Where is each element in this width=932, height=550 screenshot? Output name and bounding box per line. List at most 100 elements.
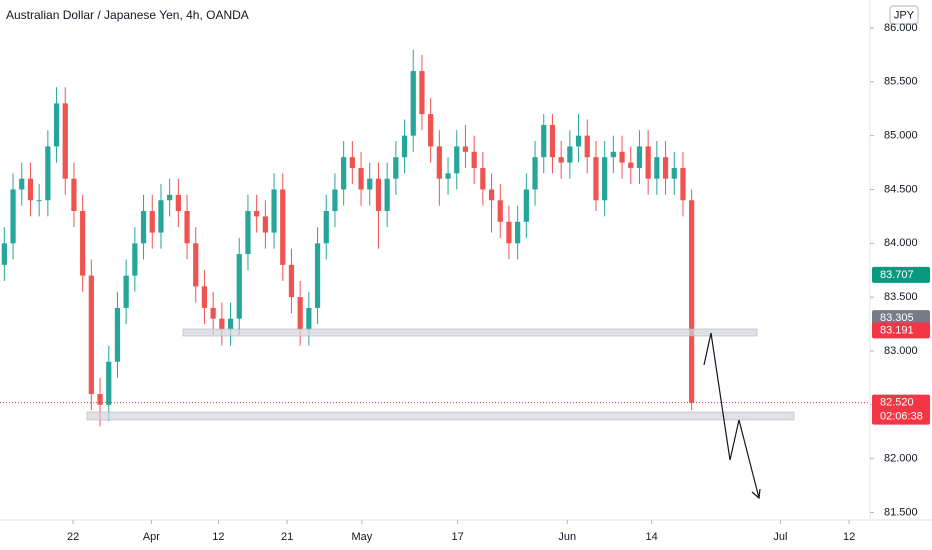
candle-body	[384, 178, 390, 212]
candle-body	[80, 211, 86, 276]
candle-body	[123, 275, 129, 308]
candle-body	[515, 221, 521, 244]
countdown-label: 02:06:38	[880, 411, 923, 423]
candle-body	[62, 103, 68, 179]
candle-body	[419, 71, 425, 115]
y-tick-label: 83.000	[884, 345, 918, 357]
x-tick-label: 22	[67, 531, 79, 543]
candle-body	[654, 157, 660, 179]
price-tag-label: 83.191	[880, 324, 914, 336]
x-tick-label: 12	[212, 531, 224, 543]
candle-body	[1, 243, 7, 265]
price-tag	[872, 266, 930, 283]
chart-title: Australian Dollar / Japanese Yen, 4h, OA…	[6, 8, 249, 22]
candle-body	[393, 157, 399, 179]
candle-body	[210, 307, 216, 319]
candle-body	[332, 189, 338, 212]
x-tick-label: May	[352, 531, 373, 543]
candle-body	[288, 264, 295, 298]
candle-body	[645, 146, 651, 179]
candle-body	[410, 71, 416, 136]
candle-body	[245, 211, 251, 255]
candle-body	[10, 189, 16, 244]
candle-body	[636, 146, 643, 168]
candle-body	[428, 114, 434, 147]
candle-body	[549, 124, 556, 158]
candle-body	[271, 189, 277, 233]
candle-body	[140, 211, 147, 244]
candle-body	[462, 146, 469, 152]
candle-body	[106, 361, 112, 405]
x-tick-label: Jul	[773, 531, 787, 543]
candle-body	[602, 157, 608, 201]
candle-body	[27, 178, 34, 201]
candle-body	[19, 178, 25, 190]
currency-box	[889, 5, 919, 25]
candle-body	[401, 135, 408, 158]
candle-body	[36, 200, 42, 202]
candle-body	[114, 307, 121, 362]
candle-body	[88, 275, 94, 395]
candle-body	[358, 167, 364, 190]
candle-body	[349, 157, 355, 168]
candle-body	[219, 318, 225, 330]
candle-body	[689, 200, 695, 403]
y-tick-label: 86.000	[884, 22, 918, 34]
y-tick-label: 85.000	[884, 130, 918, 142]
candle-body	[367, 178, 373, 190]
price-tag	[872, 322, 930, 339]
candle-body	[53, 103, 60, 147]
x-tick-label: 14	[646, 531, 658, 543]
candle-body	[158, 200, 164, 233]
plot	[0, 49, 870, 427]
candle-body	[680, 167, 686, 201]
candle-body	[541, 124, 547, 158]
candle-body	[341, 157, 347, 190]
candle-body	[471, 151, 477, 168]
candle-body	[610, 151, 616, 158]
candle-body	[532, 157, 538, 190]
x-tick-label: 12	[843, 531, 855, 543]
candle-body	[506, 221, 512, 244]
candle-body	[201, 286, 208, 308]
support-zone	[182, 328, 758, 337]
candle-body	[584, 135, 590, 158]
candle-body	[454, 146, 460, 174]
candle-body	[193, 243, 199, 287]
candle-body	[488, 189, 495, 201]
candle-body	[132, 243, 138, 276]
candle-body	[619, 151, 625, 163]
price-tag-label: 83.707	[880, 269, 914, 281]
candle-body	[297, 297, 303, 330]
candle-body	[628, 162, 634, 168]
candle-body	[497, 200, 503, 222]
candle-body	[45, 146, 51, 201]
candle-body	[558, 157, 564, 163]
y-tick-label: 83.500	[884, 291, 918, 303]
candle-body	[575, 135, 582, 147]
y-tick-label: 82.000	[884, 453, 918, 465]
projection-arrow	[703, 332, 760, 499]
y-tick-label: 84.000	[884, 237, 918, 249]
y-tick-label: 81.500	[884, 506, 918, 518]
support-zone	[86, 411, 795, 421]
candle-body	[97, 394, 103, 405]
y-tick-label: 85.500	[884, 76, 918, 88]
candle-body	[175, 194, 181, 212]
price-tag-label: 82.520	[880, 397, 914, 409]
price-tag-label: 83.305	[880, 312, 914, 324]
candle-body	[662, 157, 669, 179]
candle-body	[71, 178, 77, 212]
candle-body	[262, 216, 268, 233]
candle-body	[436, 146, 442, 179]
candle-body	[671, 167, 677, 179]
candle-body	[184, 211, 190, 244]
arrow-head	[751, 488, 761, 500]
candle-body	[480, 167, 486, 190]
candle-body	[306, 307, 312, 330]
x-tick-label: Jun	[558, 531, 576, 543]
currency-label: JPY	[894, 9, 915, 21]
candle-body	[280, 189, 286, 265]
